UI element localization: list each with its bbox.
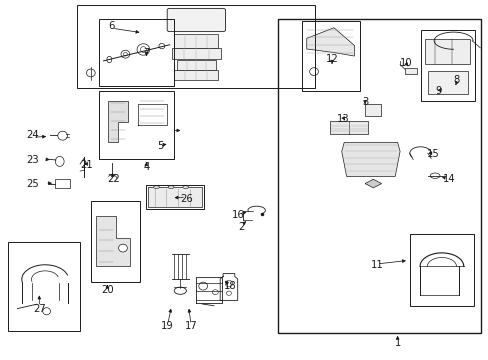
Text: 8: 8	[453, 75, 459, 85]
Text: 24: 24	[27, 130, 39, 140]
Polygon shape	[365, 179, 381, 188]
Text: 6: 6	[108, 21, 115, 31]
Text: 7: 7	[143, 48, 149, 58]
Text: 1: 1	[394, 338, 400, 347]
Bar	[425, 39, 469, 64]
Bar	[404, 68, 416, 74]
Polygon shape	[96, 216, 130, 266]
Text: 18: 18	[223, 282, 236, 292]
Ellipse shape	[168, 186, 174, 189]
Text: 25: 25	[26, 179, 40, 189]
Text: 11: 11	[369, 260, 382, 270]
Text: 16: 16	[232, 210, 244, 220]
Text: 15: 15	[427, 149, 439, 159]
Bar	[77, 5, 315, 88]
Bar	[277, 18, 480, 333]
Bar	[409, 234, 473, 306]
Text: 4: 4	[143, 162, 149, 172]
Text: 21: 21	[80, 160, 93, 170]
Text: 26: 26	[180, 194, 192, 203]
Bar	[177, 60, 215, 69]
Bar	[174, 69, 218, 80]
Bar	[365, 104, 380, 116]
Text: 3: 3	[361, 97, 367, 107]
Bar	[427, 71, 467, 94]
Bar	[145, 185, 203, 209]
Bar	[99, 19, 174, 86]
Text: 5: 5	[156, 141, 163, 151]
Bar	[8, 242, 80, 331]
Ellipse shape	[153, 186, 159, 189]
Polygon shape	[329, 121, 368, 134]
Ellipse shape	[183, 186, 188, 189]
Ellipse shape	[118, 244, 127, 252]
Polygon shape	[306, 28, 354, 56]
Bar	[174, 35, 218, 48]
Bar	[172, 48, 220, 59]
FancyBboxPatch shape	[167, 8, 225, 32]
Text: 20: 20	[101, 285, 114, 295]
Bar	[301, 21, 360, 91]
Text: 9: 9	[434, 86, 441, 96]
Polygon shape	[341, 143, 399, 176]
Text: 23: 23	[27, 156, 39, 165]
Bar	[91, 202, 140, 282]
Polygon shape	[108, 101, 127, 142]
Bar	[55, 179, 70, 188]
Text: 10: 10	[399, 58, 412, 68]
Text: 22: 22	[106, 174, 120, 184]
Bar	[99, 91, 174, 159]
Text: 27: 27	[33, 303, 45, 314]
Text: 12: 12	[325, 54, 338, 64]
Bar	[420, 30, 474, 101]
Text: 14: 14	[442, 174, 454, 184]
Text: 13: 13	[336, 113, 349, 123]
Text: 2: 2	[238, 222, 244, 232]
Text: 19: 19	[161, 321, 174, 332]
Text: 17: 17	[184, 321, 197, 332]
Bar	[147, 187, 202, 207]
